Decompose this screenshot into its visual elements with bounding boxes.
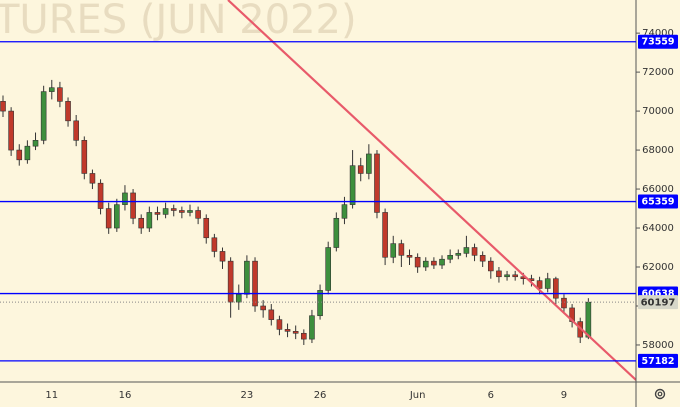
candle-body [406, 255, 413, 258]
candle-body [390, 243, 397, 258]
x-tick-label: 6 [488, 390, 494, 401]
candle-body [114, 204, 120, 229]
candle-body [496, 270, 502, 278]
candle-body [260, 305, 266, 311]
y-tick-label: 72000 [642, 67, 674, 78]
level-label: 57182 [641, 356, 674, 367]
candle-body [585, 301, 592, 338]
candle-body [536, 280, 543, 289]
candle-body [398, 243, 405, 256]
candle-body [24, 145, 31, 161]
x-tick-label: Jun [409, 390, 426, 401]
candle-body [211, 237, 218, 252]
candle-body [374, 153, 380, 213]
candle-body [81, 140, 88, 174]
candle-body [309, 315, 315, 340]
candle-body [284, 329, 291, 332]
candle-body [40, 91, 47, 141]
candle-body [48, 87, 55, 92]
plot-area [0, 79, 592, 345]
watermark: TURES (JUN 2022) [0, 0, 357, 43]
x-tick-label: 9 [561, 390, 567, 401]
candle-body [219, 251, 226, 262]
candle-body [431, 260, 437, 266]
candle-body [227, 260, 234, 303]
candle-body [162, 208, 169, 215]
candle-body [325, 247, 332, 291]
candle-body [463, 247, 470, 254]
candle-body [479, 255, 486, 262]
candle-body [170, 208, 177, 211]
level-label-box [638, 353, 678, 368]
candle-body [16, 149, 23, 161]
candle-body [333, 217, 340, 248]
trend-line [227, 0, 636, 381]
candle-body [138, 217, 145, 229]
candle-body [8, 110, 14, 151]
candle-body [179, 210, 185, 213]
x-tick-label: 11 [45, 390, 58, 401]
candle-body [317, 290, 323, 317]
candle-body [422, 260, 429, 268]
candle-body [414, 256, 421, 268]
candle-body [487, 260, 494, 272]
level-label-box [638, 194, 678, 209]
y-tick-label: 68000 [642, 145, 674, 156]
candle-body [89, 173, 96, 184]
candle-body [73, 120, 79, 141]
y-tick-label: 58000 [642, 340, 674, 351]
level-label: 60638 [641, 289, 674, 300]
candle-body [235, 293, 242, 303]
candle-body [349, 165, 356, 205]
y-tick-label: 64000 [642, 223, 674, 234]
last-price-label: 60197 [641, 298, 676, 309]
settings-icon[interactable] [654, 388, 666, 400]
y-tick-label: 66000 [642, 184, 674, 195]
candle-body [57, 87, 63, 102]
candle-body [0, 101, 6, 112]
x-tick-label: 16 [119, 390, 132, 401]
candle-body [276, 319, 283, 330]
candle-body [122, 192, 128, 205]
candle-body [268, 309, 275, 320]
candle-body [553, 278, 559, 299]
candle-body [447, 255, 453, 260]
candle-body [32, 140, 39, 147]
candle-body [203, 217, 210, 239]
y-tick-label: 74000 [642, 28, 674, 39]
candle-body [544, 278, 551, 289]
last-price-box [638, 295, 678, 310]
y-tick-label: 62000 [642, 262, 674, 273]
level-label: 73559 [641, 37, 674, 48]
candle-body [252, 260, 258, 307]
candle-body [146, 212, 153, 229]
candle-body [105, 208, 112, 229]
candle-body [357, 165, 364, 174]
candle-body [341, 204, 348, 219]
candle-body [65, 101, 71, 122]
candle-body [471, 247, 478, 256]
x-tick-label: 23 [241, 390, 254, 401]
candle-body [382, 212, 388, 258]
candle-body [504, 274, 510, 278]
candle-body [187, 210, 193, 213]
level-label-box [638, 34, 678, 49]
y-tick-label: 70000 [642, 106, 674, 117]
candle-body [512, 274, 518, 278]
candle-body [439, 258, 445, 266]
candle-body [292, 331, 299, 334]
candle-body [130, 192, 136, 219]
level-label: 65359 [641, 197, 674, 208]
x-tick-label: 26 [314, 390, 327, 401]
candle-body [244, 260, 250, 295]
candle-body [561, 297, 567, 309]
candle-body [97, 182, 104, 209]
candle-body [195, 210, 201, 219]
candle-body [455, 253, 462, 256]
candle-body [366, 153, 372, 174]
candle-body [301, 332, 307, 340]
candle-body [154, 212, 161, 215]
